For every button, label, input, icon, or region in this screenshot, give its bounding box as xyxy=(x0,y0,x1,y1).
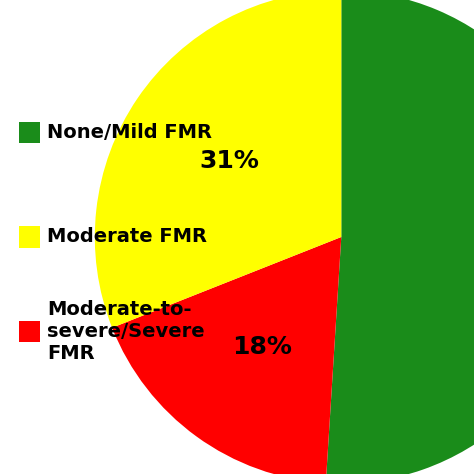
Bar xyxy=(19,227,40,248)
Text: 31%: 31% xyxy=(199,149,259,173)
Text: None/Mild FMR: None/Mild FMR xyxy=(47,123,212,142)
Wedge shape xyxy=(326,0,474,474)
Bar xyxy=(19,321,40,342)
Text: Moderate-to-
severe/Severe
FMR: Moderate-to- severe/Severe FMR xyxy=(47,301,205,363)
Text: Moderate FMR: Moderate FMR xyxy=(47,228,208,246)
Bar xyxy=(19,122,40,143)
Wedge shape xyxy=(95,0,341,328)
Text: 18%: 18% xyxy=(232,335,292,359)
Wedge shape xyxy=(112,237,341,474)
